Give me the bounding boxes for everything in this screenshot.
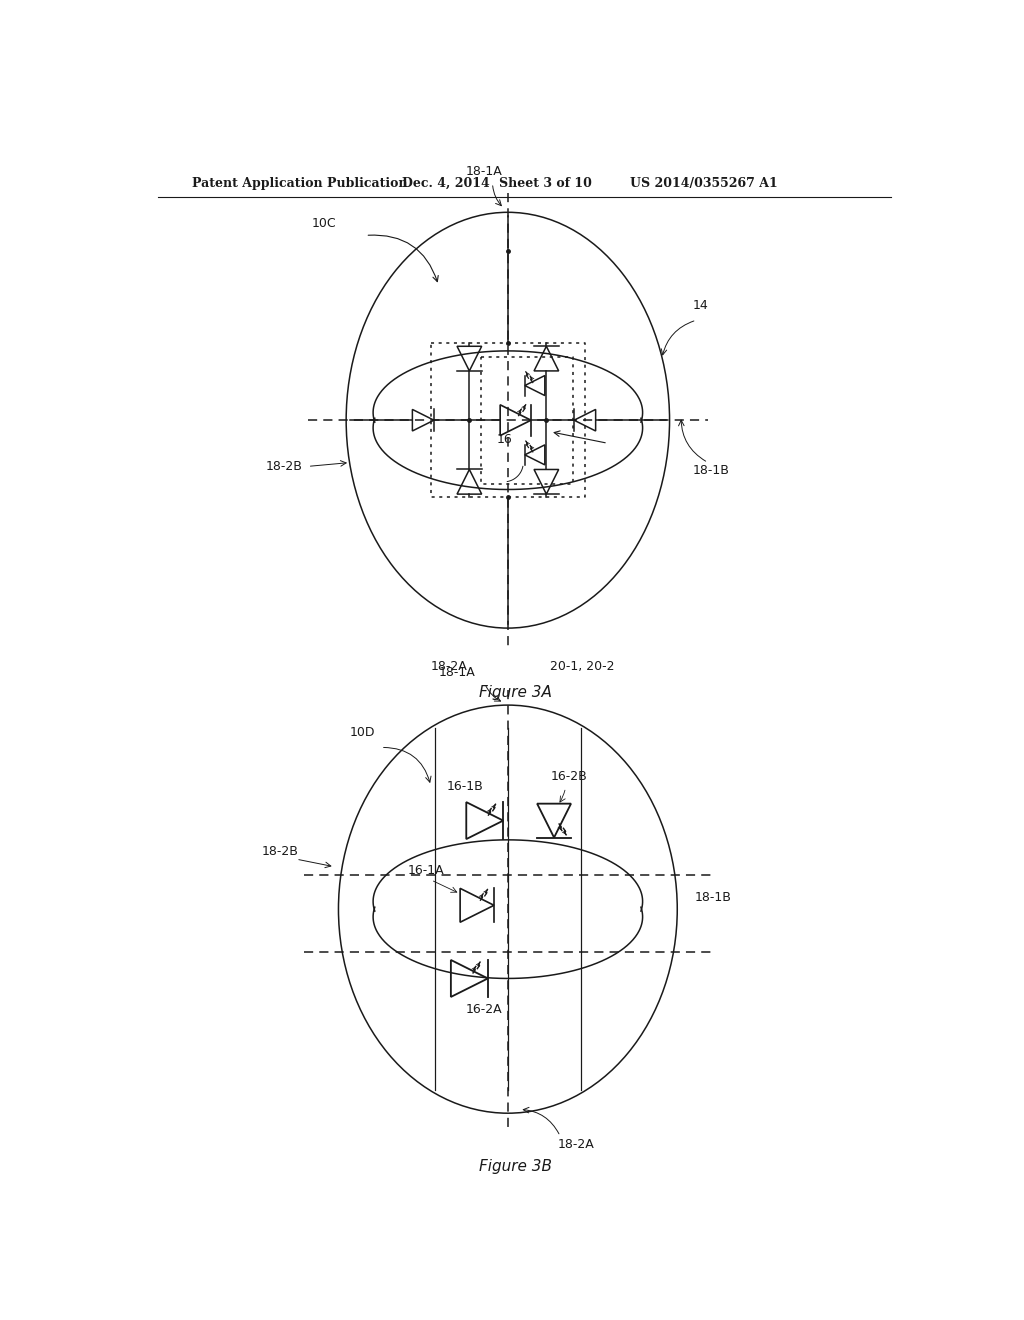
- Text: 20-1, 20-2: 20-1, 20-2: [550, 660, 614, 673]
- Text: Figure 3A: Figure 3A: [479, 685, 552, 701]
- Text: 18-1B: 18-1B: [694, 891, 731, 904]
- Text: 16-2A: 16-2A: [466, 1003, 502, 1016]
- Text: Dec. 4, 2014: Dec. 4, 2014: [401, 177, 489, 190]
- Text: Patent Application Publication: Patent Application Publication: [193, 177, 408, 190]
- Text: US 2014/0355267 A1: US 2014/0355267 A1: [630, 177, 777, 190]
- Text: 18-2B: 18-2B: [261, 845, 298, 858]
- Text: 10C: 10C: [311, 218, 336, 231]
- Text: Sheet 3 of 10: Sheet 3 of 10: [499, 177, 592, 190]
- Text: 18-2A: 18-2A: [431, 660, 468, 673]
- Text: Figure 3B: Figure 3B: [479, 1159, 552, 1173]
- Text: 18-1A: 18-1A: [466, 165, 502, 178]
- Text: 18-2A: 18-2A: [558, 1138, 595, 1151]
- Text: 18-1B: 18-1B: [692, 465, 729, 477]
- Text: 16-1A: 16-1A: [408, 865, 444, 878]
- Text: 10D: 10D: [350, 726, 376, 739]
- Text: 16-2B: 16-2B: [550, 770, 587, 783]
- Text: 18-2B: 18-2B: [265, 461, 302, 474]
- Text: 14: 14: [692, 298, 709, 312]
- Text: 16: 16: [497, 433, 512, 446]
- Text: 18-1A: 18-1A: [438, 665, 475, 678]
- Text: 16-1B: 16-1B: [446, 780, 483, 793]
